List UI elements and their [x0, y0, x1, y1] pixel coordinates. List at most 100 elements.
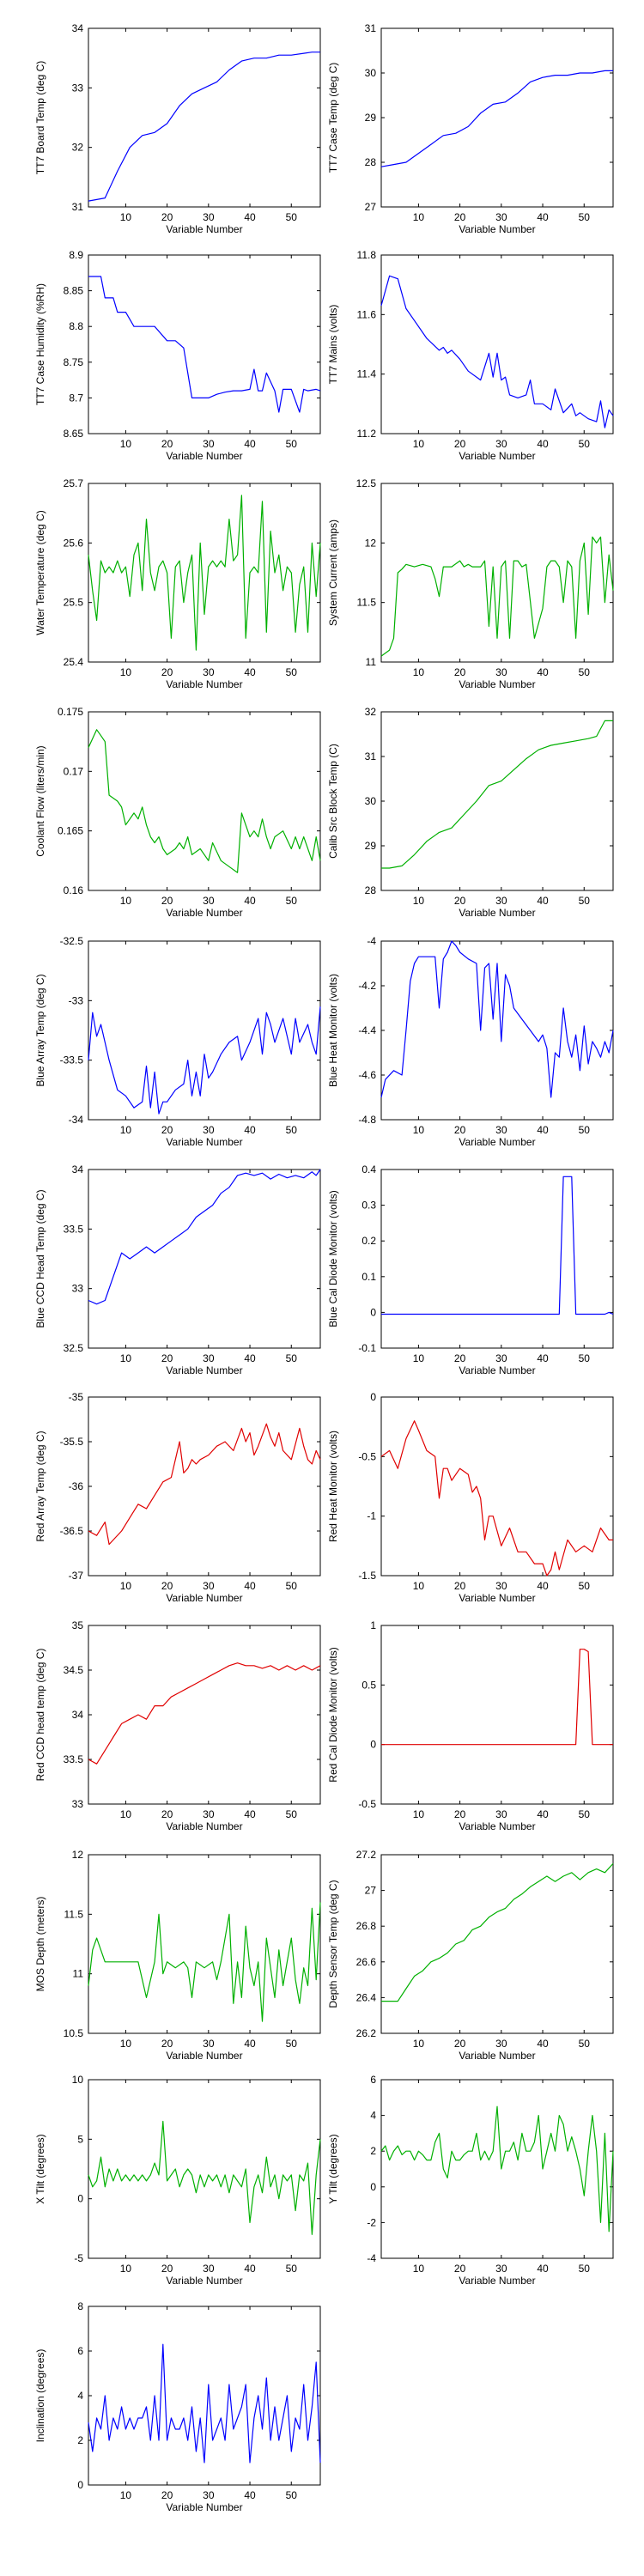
y-tick-label: -0.1: [358, 1342, 376, 1354]
data-point: [245, 2384, 246, 2385]
chart-panel-8: 28 29 30 31 32 10 20 30 40 50 Variable Number Calib…: [327, 706, 614, 919]
data-point: [191, 1095, 192, 1097]
x-tick-label: 20: [161, 895, 173, 907]
plot-area: [88, 711, 321, 891]
x-tick-label: 40: [537, 2263, 549, 2275]
data-point: [508, 1527, 510, 1528]
x-tick-label: 40: [537, 2038, 549, 2050]
data-point: [216, 393, 217, 395]
data-point: [521, 2132, 523, 2134]
data-point: [179, 841, 180, 843]
y-tick-label: 4: [370, 2110, 376, 2122]
x-tick-label: 30: [495, 2263, 507, 2275]
data-point: [208, 2384, 210, 2385]
data-point: [270, 1437, 271, 1438]
data-point: [571, 2136, 573, 2137]
data-point: [129, 1961, 131, 1963]
data-point: [274, 572, 276, 574]
data-point: [258, 1961, 259, 1963]
data-point: [137, 1504, 139, 1505]
x-tick-label: 40: [244, 1352, 256, 1364]
series-line: [380, 1420, 613, 1577]
data-point: [295, 1175, 296, 1176]
series-line: [380, 2105, 614, 2233]
y-tick-label: 27: [365, 1885, 377, 1897]
data-point: [88, 276, 89, 277]
x-axis-label: Variable Number: [166, 1820, 242, 1832]
y-tick-label: 0: [370, 2181, 376, 2193]
data-point: [245, 637, 246, 639]
data-point: [447, 1952, 448, 1953]
data-point: [228, 866, 230, 867]
y-tick-label: 0.4: [361, 1163, 376, 1176]
data-point: [401, 865, 403, 866]
data-point: [162, 1704, 164, 1706]
data-point: [92, 2451, 94, 2452]
data-point: [480, 2159, 482, 2160]
data-point: [579, 1070, 580, 1072]
data-point: [154, 590, 155, 592]
y-tick-label: 0: [370, 1739, 376, 1751]
data-point: [546, 2150, 548, 2152]
y-tick-label: 31: [365, 750, 377, 762]
x-axis-label: Variable Number: [459, 223, 535, 235]
data-point: [142, 806, 143, 808]
data-point: [496, 1911, 498, 1912]
data-point: [133, 812, 135, 814]
x-tick-label: 40: [244, 2489, 256, 2501]
y-tick-label: 11.4: [357, 368, 377, 380]
data-point: [413, 566, 415, 568]
data-point: [546, 1575, 548, 1577]
data-point: [236, 2180, 238, 2182]
data-point: [253, 1984, 255, 1986]
data-point: [278, 1431, 280, 1433]
data-point: [480, 379, 482, 380]
x-axis-label: Variable Number: [166, 1592, 242, 1604]
data-point: [282, 830, 283, 832]
data-point: [290, 388, 292, 390]
x-axis-label: Variable Number: [459, 907, 535, 919]
data-point: [295, 631, 296, 633]
data-point: [483, 2150, 485, 2152]
data-point: [496, 352, 498, 354]
data-point: [315, 1175, 317, 1176]
series-line: [380, 940, 614, 1098]
data-point: [562, 602, 564, 604]
data-point: [100, 560, 101, 562]
data-point: [608, 1539, 610, 1540]
data-point: [88, 1060, 89, 1061]
series-line: [88, 729, 321, 873]
data-point: [120, 572, 122, 574]
data-point: [380, 867, 382, 869]
data-point: [220, 1961, 222, 1963]
x-tick-label: 20: [161, 1352, 173, 1364]
data-point: [417, 1313, 419, 1315]
y-axis-label: Water Temperature (deg C): [34, 510, 46, 635]
data-point: [174, 566, 176, 568]
data-point: [513, 769, 514, 770]
data-point: [299, 848, 301, 849]
data-point: [170, 1696, 172, 1698]
data-point: [299, 411, 301, 413]
x-tick-label: 30: [495, 438, 507, 450]
data-point: [208, 860, 210, 861]
y-axis-label: Red Array Temp (deg C): [34, 1431, 46, 1541]
y-tick-label: 11.6: [357, 308, 377, 320]
data-point: [92, 1949, 94, 1951]
y-tick-label: 25.6: [64, 537, 84, 549]
data-point: [245, 1441, 246, 1443]
data-point: [249, 2221, 251, 2223]
x-tick-label: 50: [579, 1352, 591, 1364]
data-point: [315, 596, 317, 598]
data-point: [422, 563, 423, 565]
data-point: [220, 1193, 222, 1194]
data-point: [319, 1005, 321, 1007]
data-point: [142, 590, 143, 592]
data-point: [307, 631, 308, 633]
data-point: [224, 1441, 226, 1443]
data-point: [187, 1687, 189, 1689]
chart-panel-7: 0.16 0.165 0.17 0.175 10 20 30 40 50 Variable Num…: [34, 706, 321, 919]
data-point: [265, 2377, 267, 2379]
data-point: [253, 1175, 255, 1176]
data-point: [282, 388, 283, 390]
